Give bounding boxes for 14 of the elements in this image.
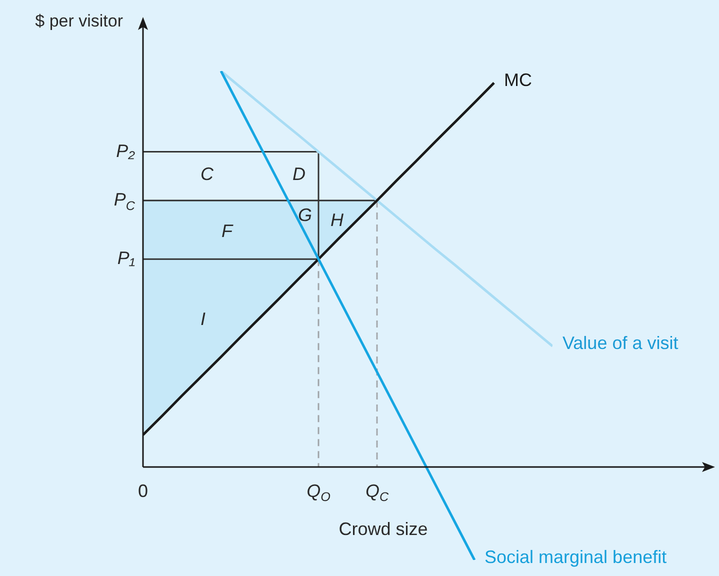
- y-axis-title: $ per visitor: [35, 12, 124, 31]
- series-label: MC: [504, 70, 532, 90]
- annotation: H: [330, 210, 344, 230]
- series-label: Social marginal benefit: [484, 546, 667, 567]
- annotation: F: [222, 221, 234, 241]
- annotation: I: [200, 309, 206, 329]
- series-label: Value of a visit: [562, 333, 678, 354]
- annotation: G: [298, 205, 312, 225]
- annotation: P₁: [117, 248, 136, 268]
- x-axis-title: Crowd size: [338, 518, 428, 539]
- annotation: D: [292, 164, 306, 184]
- annotation: P₂: [116, 140, 136, 161]
- x-tick-label: 0: [138, 480, 148, 501]
- annotation: C: [200, 164, 214, 184]
